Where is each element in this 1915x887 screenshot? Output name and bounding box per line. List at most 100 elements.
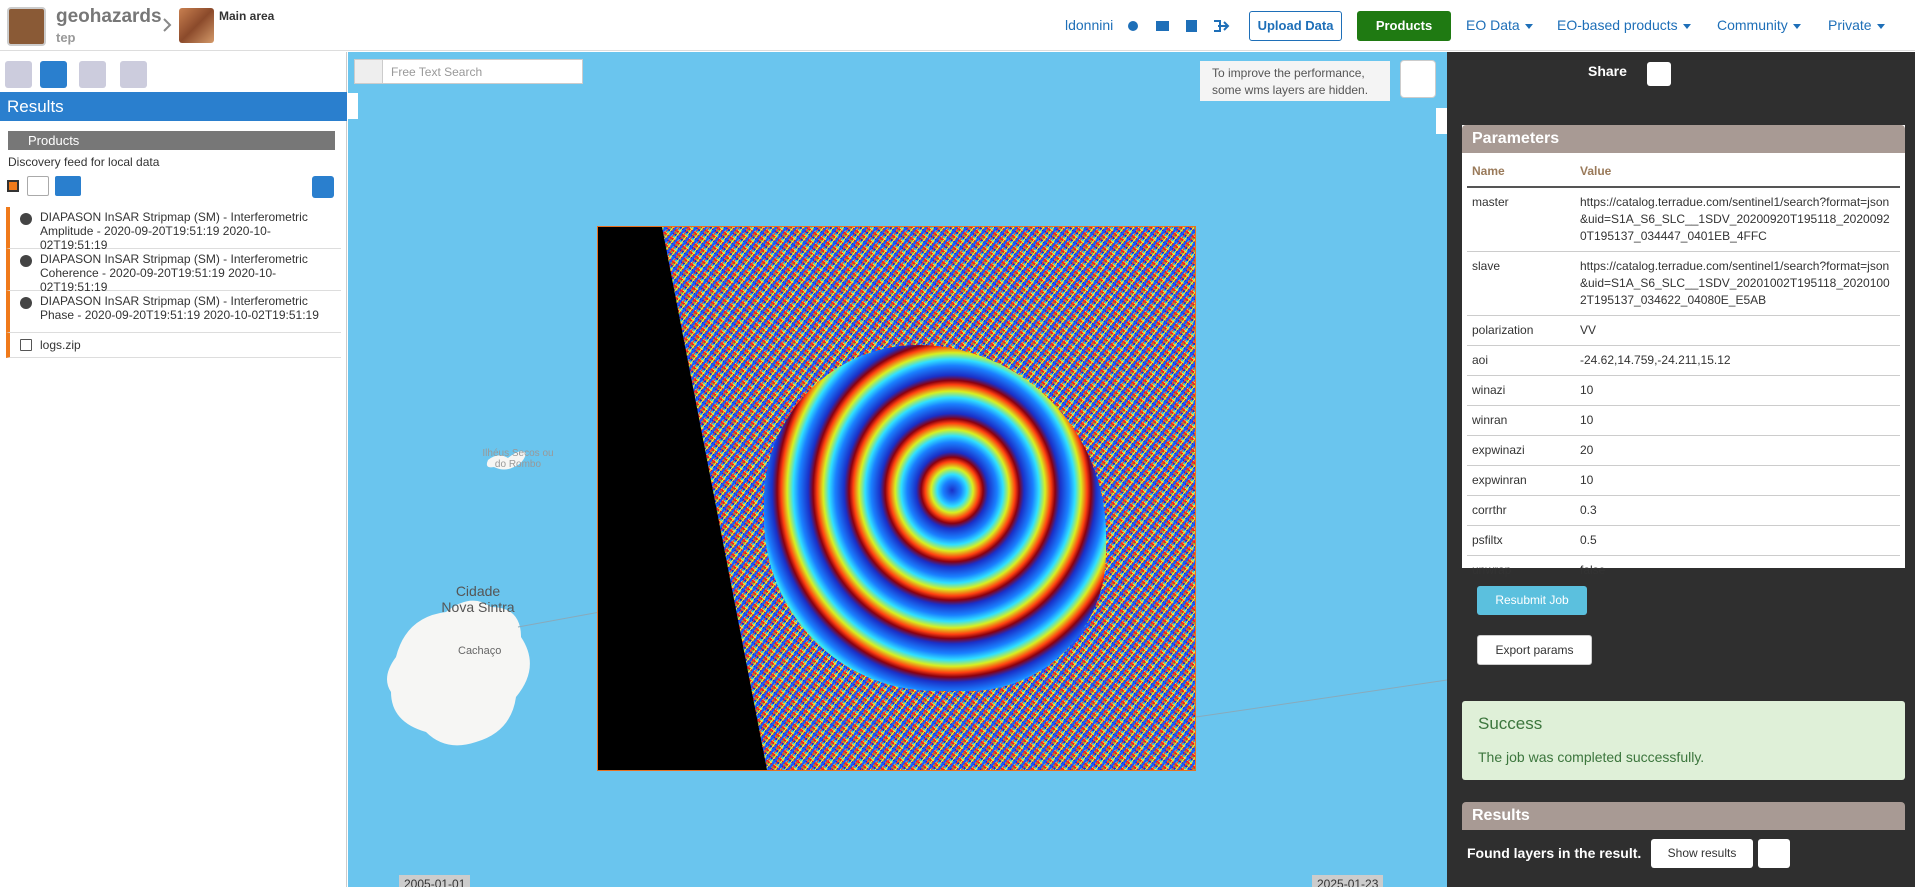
parameter-row: unwrap false (1467, 555, 1900, 585)
item-title[interactable]: DIAPASON InSAR Stripmap (SM) - Interfero… (40, 210, 308, 252)
parameter-value: false (1575, 555, 1900, 585)
map-label: Cachaço (458, 645, 502, 657)
share-icon[interactable] (1647, 62, 1671, 86)
feed-subtitle: Discovery feed for local data (8, 155, 160, 169)
parameter-row: psfiltx 0.5 (1467, 525, 1900, 556)
parameter-name: expwinazi (1467, 435, 1575, 466)
nav-label[interactable]: Private (1828, 17, 1872, 33)
export-button[interactable]: Export params (1477, 635, 1592, 665)
toolbar-icons[interactable] (1126, 18, 1236, 34)
results-title[interactable]: Results (1462, 802, 1905, 830)
product-item[interactable]: DIAPASON InSAR Stripmap (SM) - Interfero… (6, 249, 341, 294)
area-thumbnail[interactable] (179, 8, 214, 43)
results-panel: Results (1462, 802, 1905, 833)
interferogram-layer[interactable] (597, 226, 1196, 771)
map-label: Ilhéus Secos ou do Rombo (482, 448, 554, 470)
user-link[interactable]: ldonnini (1065, 17, 1114, 33)
parameter-row: expwinazi 20 (1467, 435, 1900, 466)
brand-sub: tep (56, 30, 76, 45)
parameter-row: aoi -24.62,14.759,-24.211,15.12 (1467, 345, 1900, 376)
map-label: Cidade Nova Sintra (441, 583, 515, 615)
parameter-value: VV (1575, 315, 1900, 346)
tab-basket[interactable] (79, 61, 106, 88)
parameters-table: Name Value master https://catalog.terradue… (1467, 157, 1900, 585)
item-title[interactable]: DIAPASON InSAR Stripmap (SM) - Interfero… (40, 252, 308, 294)
parameter-value: https://catalog.terradue.com/sentinel1/s… (1575, 186, 1900, 252)
results-title: Results (0, 92, 347, 121)
parameter-value: https://catalog.terradue.com/sentinel1/s… (1575, 251, 1900, 316)
parameter-name: polarization (1467, 315, 1575, 346)
area-name[interactable]: Main area (219, 9, 275, 23)
nav-label[interactable]: Community (1717, 17, 1788, 33)
copy-button[interactable] (1758, 839, 1790, 868)
success-alert: Success The job was completed successful… (1462, 701, 1905, 780)
tab-list[interactable] (40, 61, 67, 88)
header-cell: Name (1467, 157, 1575, 188)
nav-private[interactable]: Private (1828, 17, 1885, 33)
parameter-name: unwrap (1467, 555, 1575, 585)
nav-label[interactable]: EO-based products (1557, 17, 1678, 33)
notice: To improve the performance, some wms lay… (1200, 61, 1390, 101)
show-results-button[interactable]: Show results (1651, 839, 1753, 868)
parameters-panel: Parameters Name Value master https://catal… (1462, 125, 1905, 585)
list-view[interactable] (27, 176, 49, 196)
nav-products[interactable]: Products (1357, 11, 1451, 41)
table-header: Name Value (1467, 157, 1900, 188)
map[interactable]: Ilhéus Secos ou do Rombo Cidade Nova Sin… (348, 52, 1447, 887)
parameter-row: winran 10 (1467, 405, 1900, 436)
share-label: Share (1588, 63, 1627, 79)
item-title[interactable]: DIAPASON InSAR Stripmap (SM) - Interfero… (40, 294, 319, 322)
parameters-title[interactable]: Parameters (1462, 125, 1905, 153)
parameter-name: corrthr (1467, 495, 1575, 526)
collapse-left[interactable] (348, 93, 358, 119)
share-button[interactable] (312, 176, 334, 198)
nav-community[interactable]: Community (1717, 17, 1801, 33)
map-base (387, 451, 1447, 746)
parameter-row: master https://catalog.terradue.com/senti… (1467, 186, 1900, 252)
parameter-name: winran (1467, 405, 1575, 436)
collapse-right[interactable] (1436, 108, 1447, 134)
search-placeholder[interactable]: Free Text Search (391, 65, 483, 79)
resubmit-button[interactable]: Resubmit Job (1477, 586, 1587, 615)
parameter-value: -24.62,14.759,-24.211,15.12 (1575, 345, 1900, 376)
parameter-name: expwinran (1467, 465, 1575, 496)
success-title: Success (1478, 714, 1543, 733)
upload-button[interactable]: Upload Data (1249, 11, 1342, 41)
found-text: Found layers in the result. (1467, 845, 1642, 861)
success-text: The job was completed successfully. (1478, 749, 1705, 765)
parameter-value: 10 (1575, 405, 1900, 436)
timeline-end: 2025-01-23 (1312, 875, 1384, 887)
logo[interactable] (7, 7, 46, 46)
product-item[interactable]: DIAPASON InSAR Stripmap (SM) - Interfero… (6, 291, 341, 333)
parameter-value: 0.3 (1575, 495, 1900, 526)
parameter-name: master (1467, 186, 1575, 252)
header-cell: Value (1575, 157, 1900, 188)
parameter-value: 10 (1575, 375, 1900, 406)
item-title[interactable]: logs.zip (40, 338, 81, 352)
tab-archive[interactable] (120, 61, 147, 88)
right-panel: Share Parameters Name Value master https:/… (1447, 52, 1915, 887)
layers-button[interactable] (1400, 60, 1436, 98)
parameter-row: slave https://catalog.terradue.com/sentin… (1467, 251, 1900, 316)
parameter-name: winazi (1467, 375, 1575, 406)
nav-eo-data[interactable]: EO Data (1466, 17, 1533, 33)
parameter-row: corrthr 0.3 (1467, 495, 1900, 526)
select-all[interactable] (7, 180, 19, 192)
fringes (764, 345, 1106, 691)
parameter-row: winazi 10 (1467, 375, 1900, 406)
nav-eo-products[interactable]: EO-based products (1557, 17, 1691, 33)
tab-search[interactable] (5, 61, 32, 88)
product-item[interactable]: DIAPASON InSAR Stripmap (SM) - Interfero… (6, 207, 341, 252)
parameter-name: slave (1467, 251, 1575, 316)
parameter-value: 0.5 (1575, 525, 1900, 556)
parameter-value: 10 (1575, 465, 1900, 496)
file-item[interactable]: logs.zip (6, 333, 341, 358)
left-panel: Results Products Discovery feed for loca… (0, 52, 347, 887)
nav-label[interactable]: EO Data (1466, 17, 1520, 33)
search-icon[interactable] (355, 60, 383, 83)
brand[interactable]: geohazards (56, 6, 162, 27)
search-box[interactable]: Free Text Search (354, 59, 583, 84)
parameter-row: expwinran 10 (1467, 465, 1900, 496)
add-basket[interactable] (55, 176, 81, 196)
